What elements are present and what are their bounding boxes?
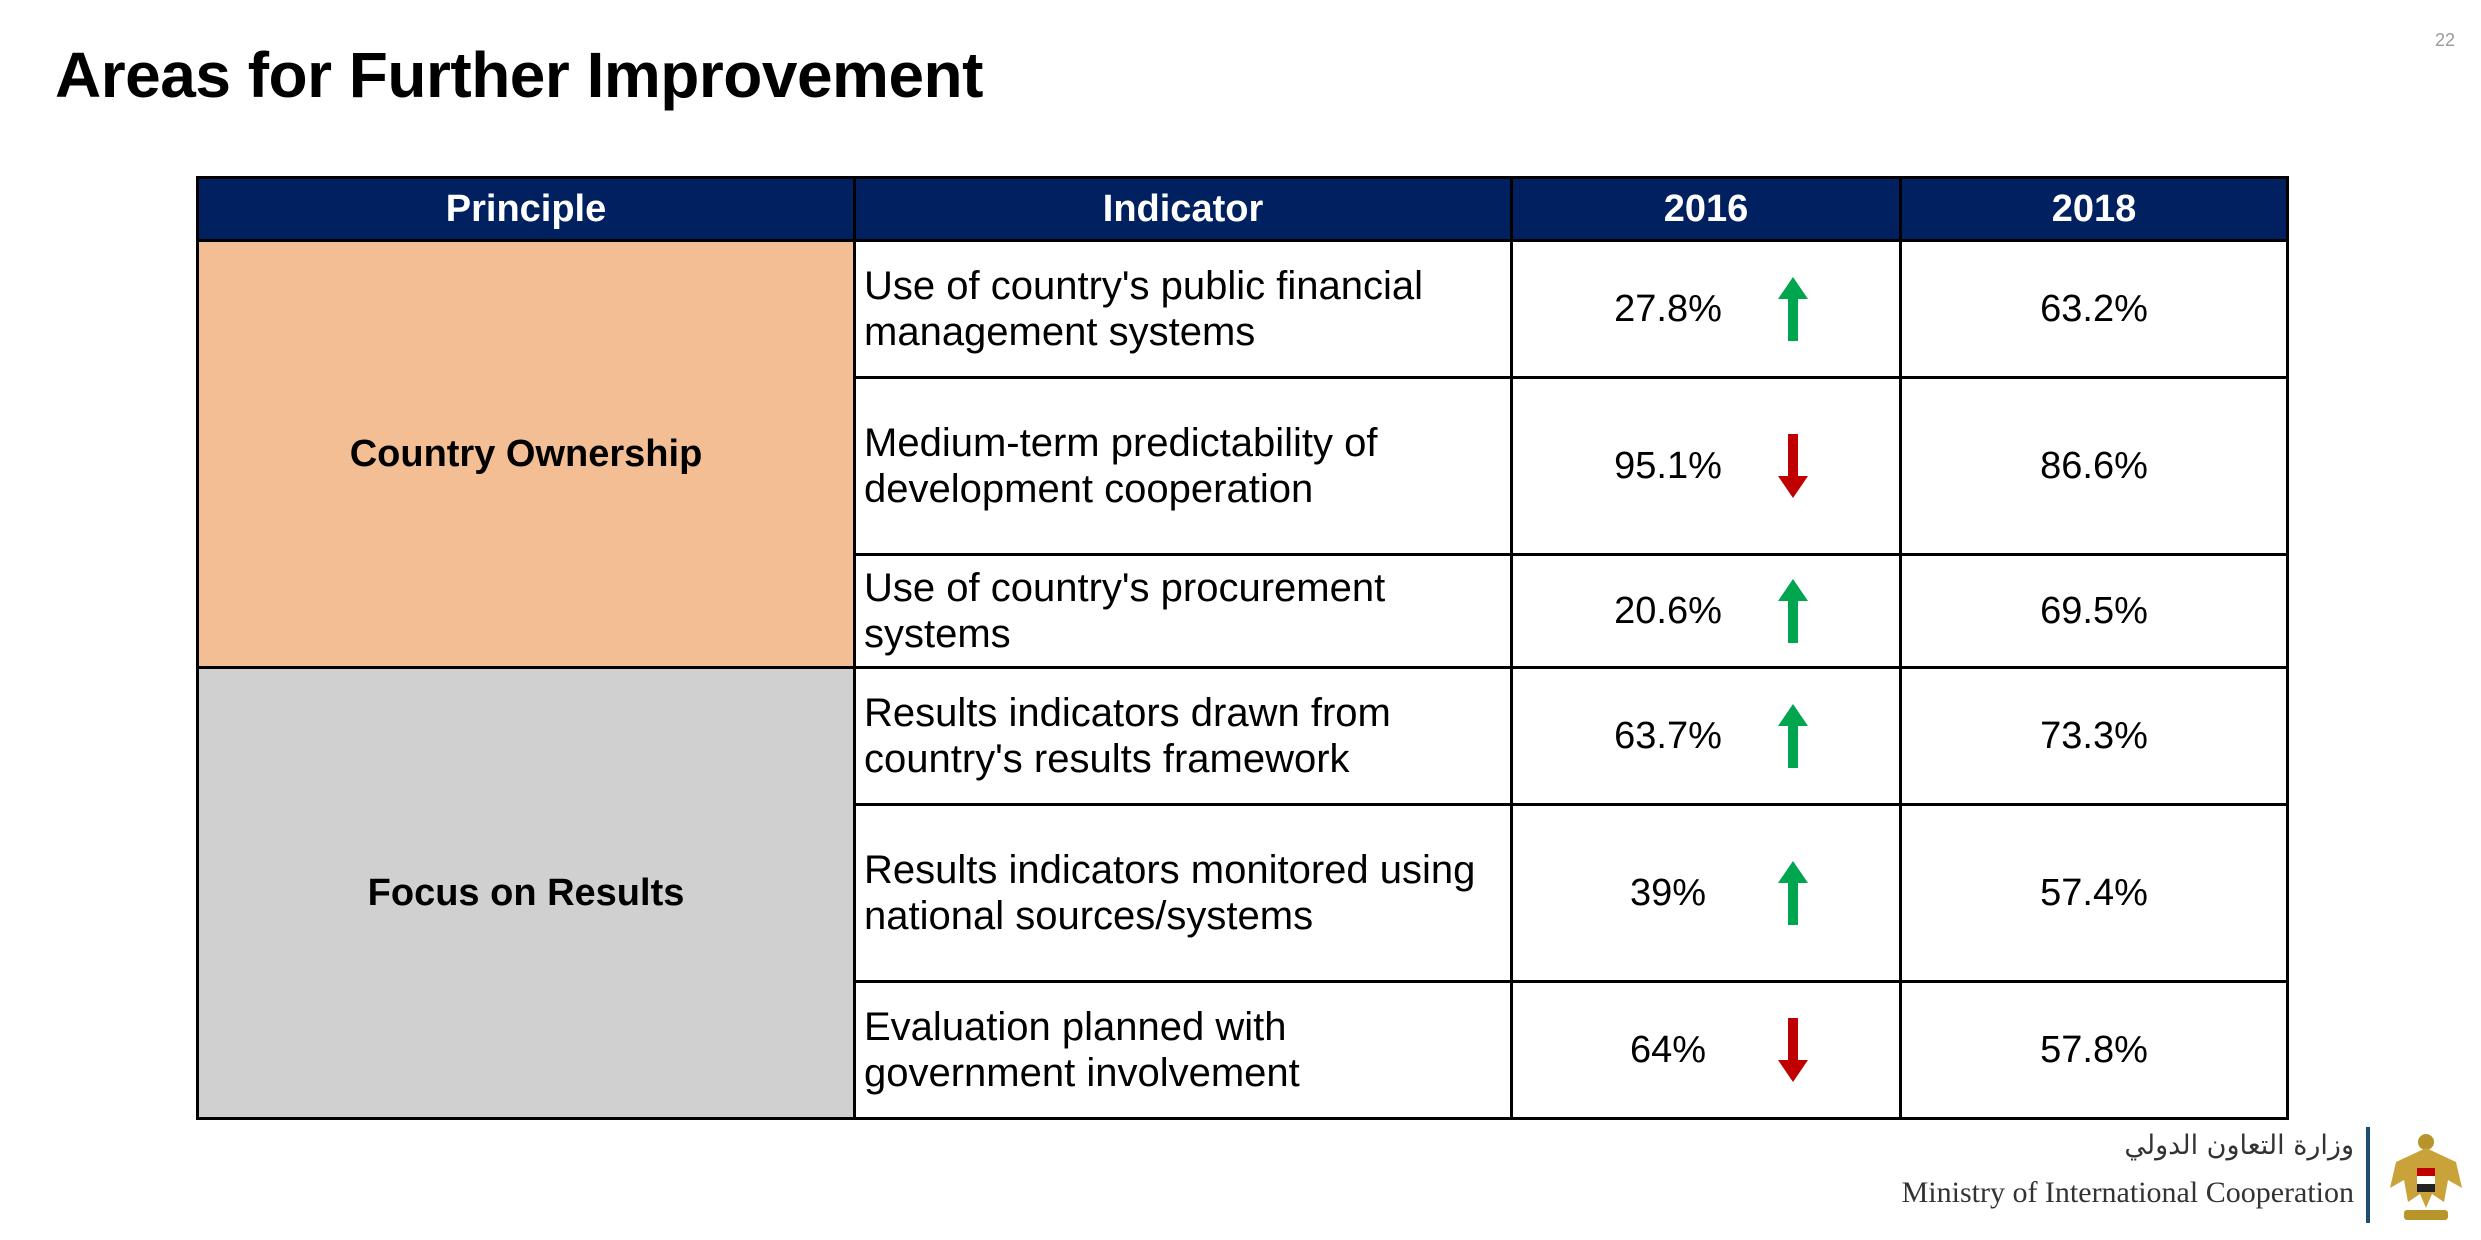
table-header-row: Principle Indicator 2016 2018 (196, 176, 2289, 242)
arrow-up-icon (1778, 704, 1808, 768)
indicator-cell: Results indicators drawn from country's … (853, 666, 1513, 806)
indicator-cell: Use of country's public financial manage… (853, 239, 1513, 379)
value-2016: 64% (1629, 1028, 1707, 1071)
arrow-down-icon (1778, 434, 1808, 498)
table-row: Results indicators monitored using natio… (198, 803, 2289, 983)
arrow-down-icon (1778, 1018, 1808, 1082)
ministry-name-english: Ministry of International Cooperation (1901, 1176, 2354, 1209)
indicator-cell: Results indicators monitored using natio… (853, 803, 1513, 983)
column-header-indicator: Indicator (853, 176, 1513, 242)
arrow-up-icon (1778, 579, 1808, 643)
table-row: Medium-term predictability of developmen… (198, 376, 2289, 556)
value-2018: 86.6% (1899, 376, 2289, 556)
table-row: Country Ownership Use of country's publi… (196, 239, 2289, 669)
value-2018: 63.2% (1899, 239, 2289, 379)
value-2016-cell: 39% (1510, 803, 1902, 983)
value-2016-cell: 63.7% (1510, 666, 1902, 806)
table-row: Focus on Results Results indicators draw… (196, 666, 2289, 1120)
page-number: 22 (2434, 30, 2455, 50)
value-2016: 95.1% (1614, 444, 1722, 487)
value-2016-cell: 20.6% (1510, 553, 1902, 669)
value-2018: 69.5% (1899, 553, 2289, 669)
value-2016-cell: 27.8% (1510, 239, 1902, 379)
value-2016: 63.7% (1614, 714, 1722, 757)
indicator-cell: Use of country's procurement systems (853, 553, 1513, 669)
value-2016-cell: 64% (1510, 980, 1902, 1120)
arrow-up-icon (1778, 861, 1808, 925)
improvement-table: Principle Indicator 2016 2018 Country Ow… (196, 176, 2289, 1120)
value-2016: 39% (1629, 871, 1707, 914)
value-2016: 20.6% (1614, 589, 1722, 632)
principle-focus-on-results: Focus on Results (196, 666, 856, 1120)
principle-country-ownership: Country Ownership (196, 239, 856, 669)
footer-divider (2366, 1127, 2370, 1223)
table-row: Use of country's procurement systems 20.… (198, 553, 2289, 669)
value-2018: 57.4% (1899, 803, 2289, 983)
column-header-2016: 2016 (1510, 176, 1902, 242)
indicator-cell: Medium-term predictability of developmen… (853, 376, 1513, 556)
value-2016-cell: 95.1% (1510, 376, 1902, 556)
value-2018: 57.8% (1899, 980, 2289, 1120)
column-header-2018: 2018 (1899, 176, 2289, 242)
arrow-up-icon (1778, 277, 1808, 341)
eagle-emblem-icon (2390, 1134, 2462, 1220)
column-header-principle: Principle (196, 176, 856, 242)
value-2016: 27.8% (1614, 287, 1722, 330)
ministry-name-arabic: وزارة التعاون الدولي (2124, 1130, 2354, 1161)
table-row: Evaluation planned with government invol… (198, 980, 2289, 1120)
indicator-cell: Evaluation planned with government invol… (853, 980, 1513, 1120)
value-2018: 73.3% (1899, 666, 2289, 806)
page-title: Areas for Further Improvement (55, 39, 983, 111)
